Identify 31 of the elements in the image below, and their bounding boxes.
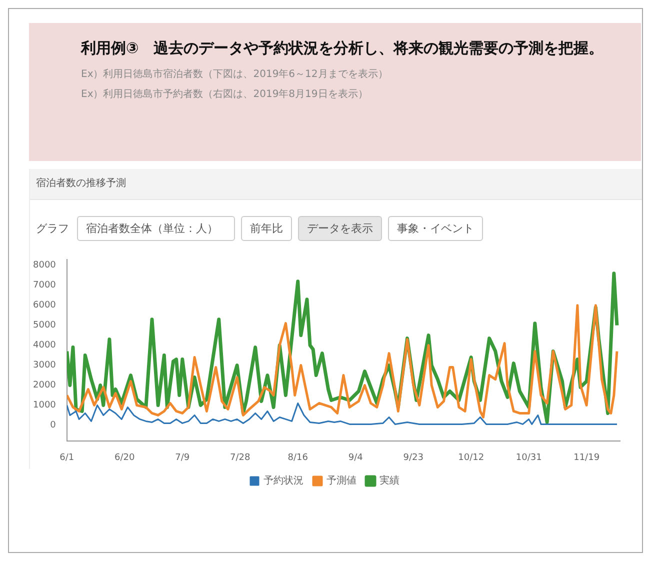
text: 前年比 (241, 216, 292, 241)
x-tick-label: 7/9 (175, 452, 190, 463)
text: Ex）利用日徳島市予約者数（右図は、2019年8月19日を表示） (81, 88, 369, 102)
y-tick-label: 8000 (33, 260, 56, 271)
x-tick-label: 6/20 (114, 452, 136, 463)
chart-title: 利用例③ 過去のデータや予約状況を分析し、将来の観光需要の予測を把握。 (81, 38, 605, 59)
y-tick-label: 4000 (33, 340, 56, 351)
y-tick-label: 7000 (33, 280, 56, 291)
x-tick-label: 7/28 (230, 452, 250, 463)
legend-label: 予測値 (326, 474, 356, 487)
y-tick-label: 1000 (33, 400, 56, 411)
y-tick-label: 5000 (33, 320, 56, 331)
text: データを表示 (298, 216, 382, 241)
text: 宿泊者数全体（単位：人） (77, 216, 235, 241)
y-tick-label: 0 (50, 420, 56, 431)
text: グラフ (36, 221, 69, 236)
x-tick-label: 9/23 (403, 452, 424, 463)
x-tick-label: 8/16 (288, 452, 308, 463)
legend-label: 実績 (380, 474, 400, 487)
text: Ex）利用日徳島市宿泊者数（下図は、2019年6～12月までを表示） (81, 68, 389, 82)
x-tick-label: 10/31 (516, 452, 542, 463)
x-tick-label: 6/1 (60, 452, 74, 463)
x-tick-label: 9/4 (348, 452, 364, 463)
y-tick-label: 2000 (33, 380, 56, 391)
x-tick-label: 11/19 (574, 452, 600, 463)
y-tick-label: 3000 (33, 360, 56, 371)
y-tick-label: 6000 (33, 300, 56, 311)
legend-label: 予約状況 (264, 474, 304, 487)
text: 事象・イベント (388, 216, 483, 241)
x-tick-label: 10/12 (458, 452, 484, 463)
text: 宿泊者数の推移予測 (30, 169, 642, 200)
